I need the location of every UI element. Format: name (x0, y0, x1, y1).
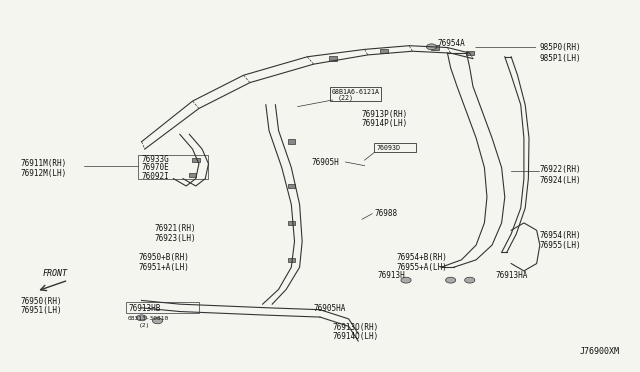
Text: 76912M(LH): 76912M(LH) (20, 169, 67, 177)
Text: (22): (22) (338, 95, 354, 102)
Text: 76951(LH): 76951(LH) (20, 306, 62, 315)
Text: 76970E: 76970E (141, 163, 170, 172)
Text: 76092I: 76092I (141, 172, 170, 181)
Text: 76913H: 76913H (378, 271, 405, 280)
Text: 76951+A(LH): 76951+A(LH) (138, 263, 189, 272)
Text: 76911M(RH): 76911M(RH) (20, 159, 67, 169)
Text: 76955(LH): 76955(LH) (540, 241, 582, 250)
Text: J76900XM: J76900XM (579, 347, 620, 356)
Text: 985P0(RH): 985P0(RH) (540, 43, 582, 52)
Bar (138, 155, 209, 179)
Circle shape (401, 277, 411, 283)
Bar (466, 51, 474, 55)
Circle shape (426, 44, 436, 50)
Text: 76933G: 76933G (141, 155, 170, 164)
Text: 08313-30810: 08313-30810 (127, 317, 169, 321)
Text: 76913HB: 76913HB (129, 304, 161, 313)
Circle shape (152, 318, 163, 324)
Text: 76955+A(LH): 76955+A(LH) (396, 263, 447, 272)
Bar (189, 173, 196, 177)
Bar (330, 87, 381, 101)
Circle shape (445, 277, 456, 283)
Text: 76905HA: 76905HA (314, 304, 346, 313)
Text: 76988: 76988 (374, 209, 397, 218)
Text: 76954(RH): 76954(RH) (540, 231, 582, 240)
Text: FRONT: FRONT (43, 269, 68, 278)
Text: 76913O(RH): 76913O(RH) (333, 323, 379, 331)
Text: 76905H: 76905H (312, 157, 339, 167)
Text: 76093D: 76093D (376, 145, 400, 151)
Circle shape (465, 277, 475, 283)
Bar (287, 258, 295, 262)
Text: 76914O(LH): 76914O(LH) (333, 332, 379, 341)
Bar (374, 143, 415, 152)
Bar (380, 49, 388, 54)
Text: 76922(RH): 76922(RH) (540, 165, 582, 174)
Text: 76950+B(RH): 76950+B(RH) (138, 253, 189, 263)
Text: 76950(RH): 76950(RH) (20, 297, 62, 306)
Text: 76921(RH): 76921(RH) (154, 224, 196, 233)
Text: 76913HA: 76913HA (495, 271, 527, 280)
Bar (125, 302, 199, 313)
Bar (287, 140, 295, 144)
Bar (287, 221, 295, 225)
Text: 76954+B(RH): 76954+B(RH) (396, 253, 447, 262)
Text: 08B1A6-6121A: 08B1A6-6121A (332, 89, 380, 95)
Bar (192, 158, 200, 162)
Text: (2): (2) (138, 323, 150, 328)
Text: 76924(LH): 76924(LH) (540, 176, 582, 185)
Circle shape (136, 315, 147, 321)
Bar (287, 184, 295, 188)
Bar (329, 57, 337, 61)
Text: 76914P(LH): 76914P(LH) (362, 119, 408, 128)
Text: 985P1(LH): 985P1(LH) (540, 54, 582, 63)
Text: 76923(LH): 76923(LH) (154, 234, 196, 243)
Text: 76913P(RH): 76913P(RH) (362, 109, 408, 119)
Text: 76954A: 76954A (438, 39, 466, 48)
Bar (431, 45, 438, 50)
